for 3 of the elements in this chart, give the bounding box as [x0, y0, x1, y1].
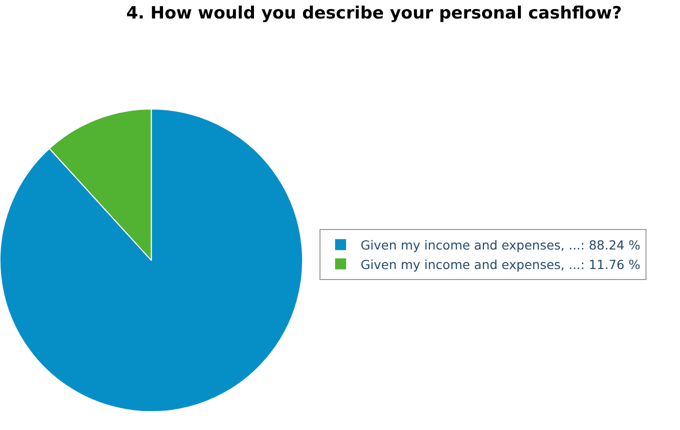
legend-label: Given my income and expenses, ...: 11.76 %	[360, 256, 640, 272]
legend-label: Given my income and expenses, ...: 88.24 %	[360, 238, 640, 252]
chart-title: 4. How would you describe your personal cashflow?	[126, 3, 622, 24]
